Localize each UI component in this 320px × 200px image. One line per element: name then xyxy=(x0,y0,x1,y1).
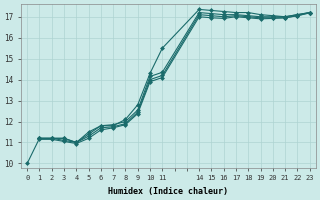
X-axis label: Humidex (Indice chaleur): Humidex (Indice chaleur) xyxy=(108,187,228,196)
